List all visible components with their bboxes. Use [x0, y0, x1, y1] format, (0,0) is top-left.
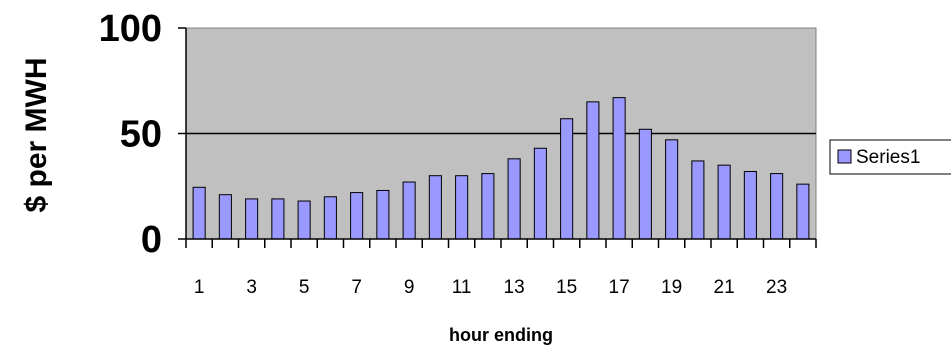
x-tick-label: 15 — [556, 277, 577, 298]
y-tick-labels: 0 50 100 — [99, 8, 162, 261]
x-tick-label: 7 — [351, 277, 362, 298]
bar — [507, 158, 521, 240]
bar — [560, 118, 574, 240]
x-tick-label: 9 — [404, 277, 415, 298]
bar — [402, 181, 416, 240]
bar — [271, 198, 285, 240]
bar — [612, 97, 626, 240]
bar — [770, 173, 784, 240]
x-tick-label: 23 — [766, 277, 787, 298]
bar — [350, 192, 364, 240]
x-tick-label: 19 — [661, 277, 682, 298]
bar — [796, 183, 810, 240]
legend-swatch — [837, 149, 852, 164]
x-tick-label: 21 — [714, 277, 735, 298]
bar — [218, 194, 232, 240]
bar — [245, 198, 259, 240]
axes — [178, 27, 817, 248]
y-tick-label: 100 — [99, 8, 162, 50]
bar — [376, 189, 390, 240]
x-tick-label: 1 — [194, 277, 205, 298]
bar — [743, 170, 757, 240]
bar — [455, 175, 469, 240]
bar — [192, 186, 206, 240]
bar — [586, 101, 600, 240]
y-tick-label: 0 — [141, 219, 162, 261]
legend-box — [829, 139, 951, 175]
legend-label: Series1 — [856, 147, 920, 168]
x-axis-label: hour ending — [449, 325, 553, 345]
bar — [638, 128, 652, 240]
y-axis-label: $ per MWH — [20, 57, 53, 212]
bar — [428, 175, 442, 240]
legend: Series1 — [829, 139, 951, 175]
bar — [323, 196, 337, 240]
bar — [691, 160, 705, 240]
y-tick-label: 50 — [120, 114, 162, 156]
x-tick-label: 13 — [504, 277, 525, 298]
bar — [533, 147, 547, 240]
x-tick-label: 11 — [452, 277, 472, 298]
x-tick-labels: 1 3 5 7 9 11 13 15 17 19 21 23 — [194, 277, 787, 298]
bar — [297, 200, 311, 240]
bar — [481, 173, 495, 240]
x-tick-label: 17 — [609, 277, 630, 298]
x-tick-label: 3 — [246, 277, 257, 298]
bars — [192, 97, 810, 240]
bar — [717, 164, 731, 240]
bar — [665, 139, 679, 240]
x-tick-label: 5 — [299, 277, 310, 298]
